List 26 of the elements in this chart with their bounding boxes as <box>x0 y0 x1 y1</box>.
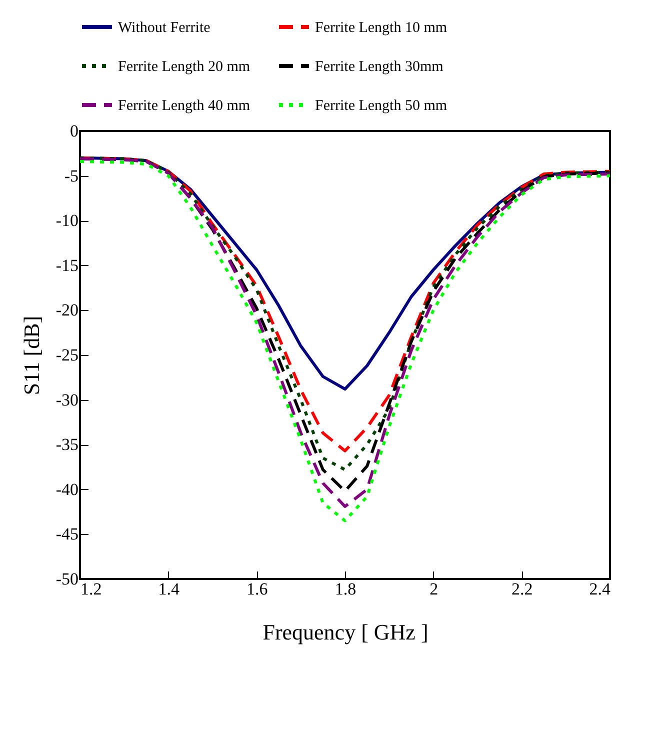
y-tick-label: -15 <box>56 256 78 275</box>
x-tick-label: 2.2 <box>512 580 533 598</box>
legend-label: Without Ferrite <box>118 20 211 36</box>
legend-label: Ferrite Length 40 mm <box>118 98 250 114</box>
x-tick-label: 1.6 <box>246 580 268 598</box>
y-tick-label: 0 <box>70 122 78 140</box>
legend-label: Ferrite Length 50 mm <box>315 98 448 114</box>
y-tick-label: -20 <box>56 300 78 320</box>
x-axis-title: Frequency [ GHz ] <box>262 620 428 644</box>
y-tick-label: -25 <box>56 346 78 364</box>
x-tick-label: 1.8 <box>334 580 356 598</box>
y-axis-title: S11 [dB] <box>18 316 44 396</box>
legend-label: Ferrite Length 20 mm <box>118 59 250 75</box>
y-tick-label: -5 <box>64 166 78 186</box>
legend-label: Ferrite Length 10 mm <box>315 20 448 36</box>
y-tick-label: -10 <box>56 211 78 230</box>
x-tick-label: 1.2 <box>80 580 102 598</box>
y-tick-label: -30 <box>56 390 78 410</box>
x-tick-label: 2 <box>430 580 438 598</box>
legend-label: Ferrite Length 30mm <box>315 59 444 75</box>
x-tick-label: 2.4 <box>589 580 611 598</box>
y-tick-label: -45 <box>56 524 78 544</box>
y-tick-label: -50 <box>56 570 78 588</box>
y-tick-label: -35 <box>56 435 78 454</box>
y-tick-label: -40 <box>56 480 78 499</box>
x-tick-label: 1.4 <box>158 580 180 598</box>
